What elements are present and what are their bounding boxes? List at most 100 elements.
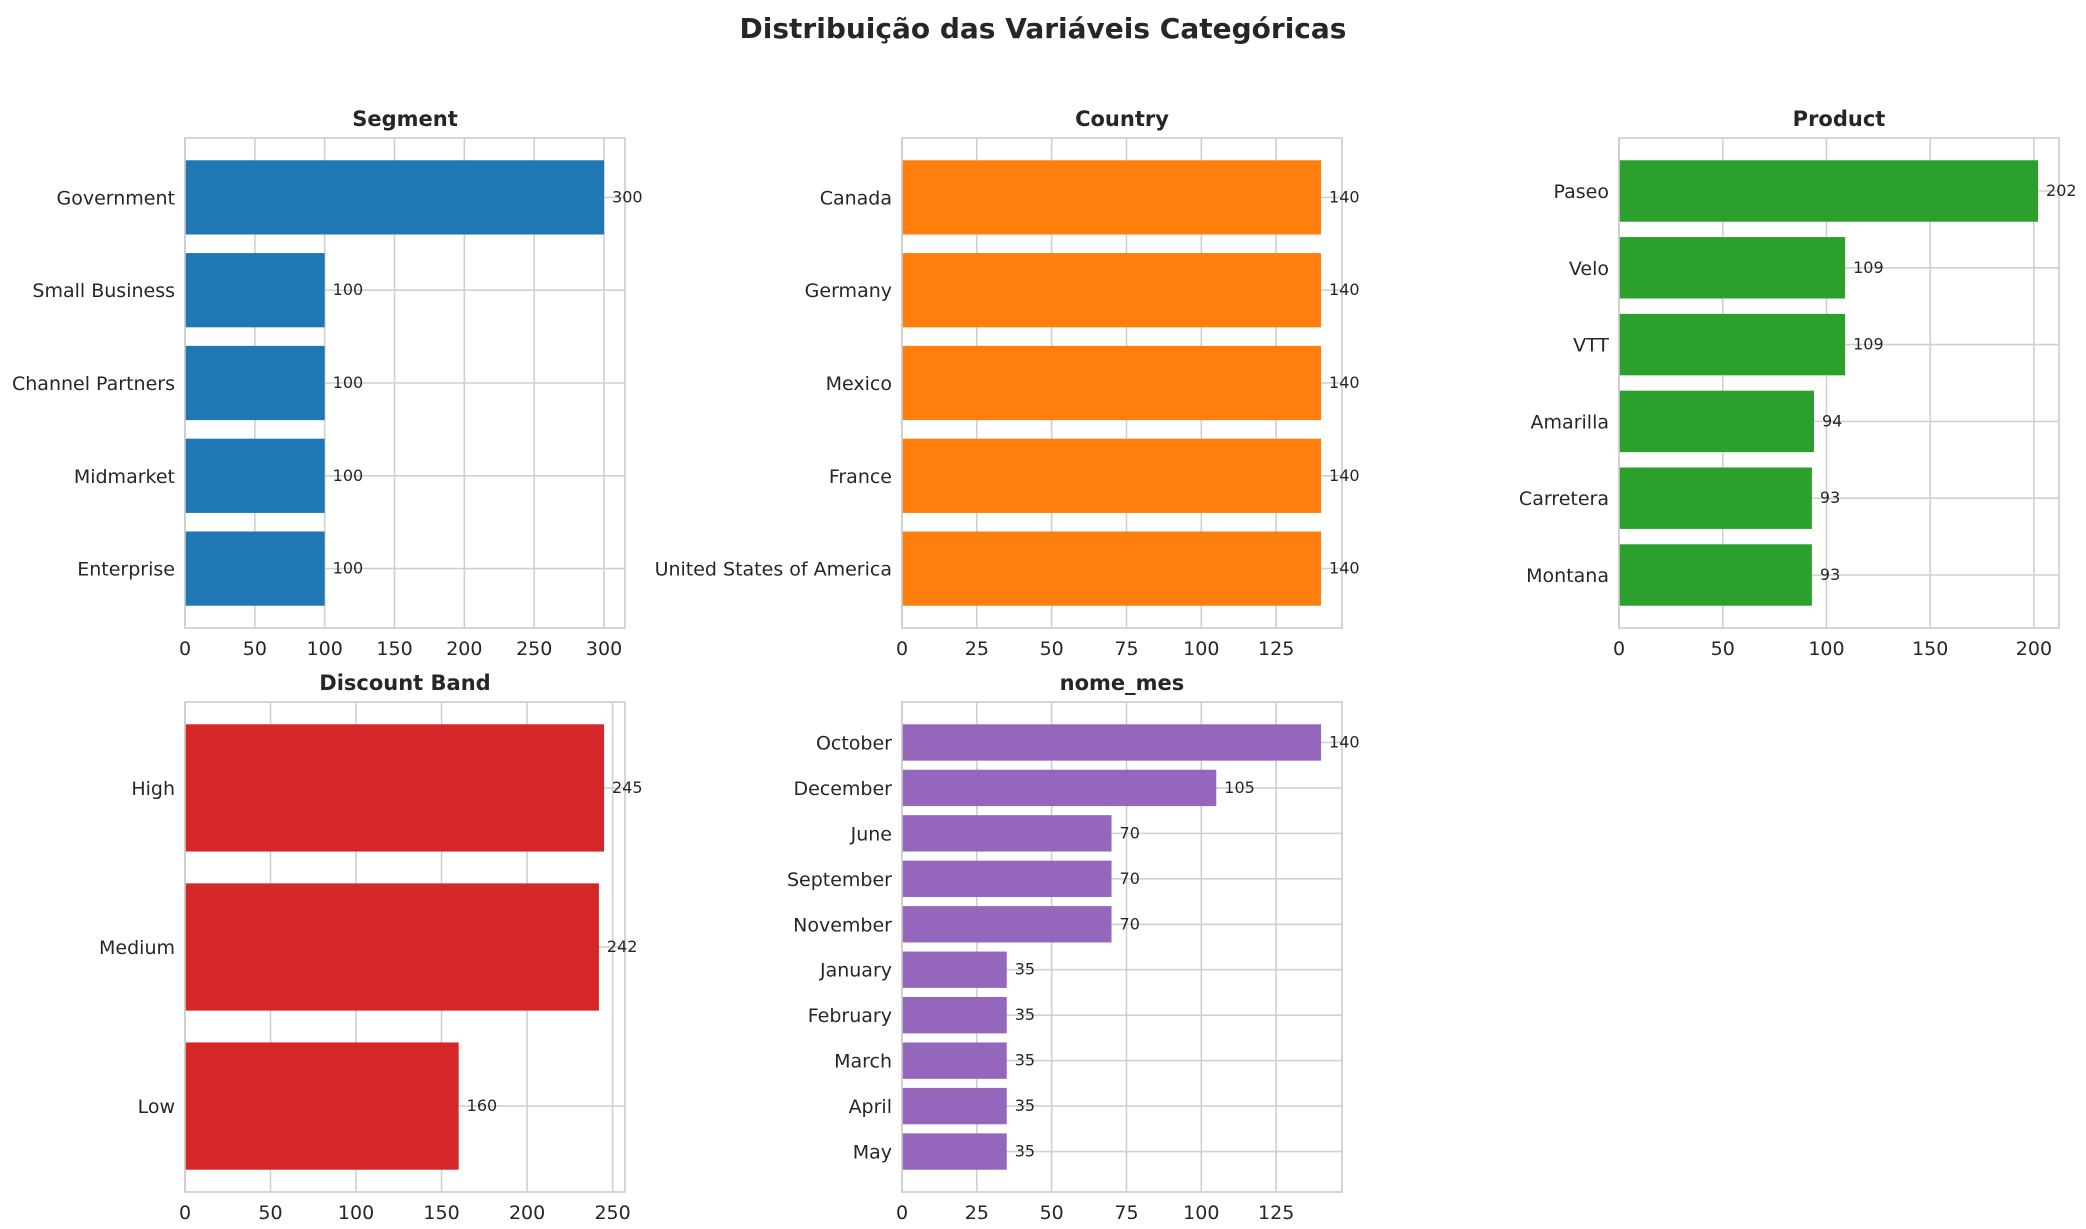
x-tick-label: 0	[896, 638, 908, 660]
y-tick-label: Mexico	[826, 373, 892, 395]
y-tick-label: November	[793, 914, 892, 936]
y-tick-label: Amarilla	[1531, 411, 1609, 433]
bar	[902, 1087, 1007, 1125]
y-tick-label: Carretera	[1519, 488, 1609, 510]
x-tick-label: 250	[516, 638, 552, 660]
bar	[902, 253, 1322, 328]
bar	[902, 997, 1007, 1034]
data-label: 100	[333, 559, 364, 578]
x-tick-label: 75	[1114, 638, 1138, 660]
bar	[185, 160, 605, 235]
y-tick-label: Canada	[820, 187, 892, 209]
chart-panel-4: High Medium Low 0 50 100 150 200 250 245 242 160 Dis…	[99, 671, 643, 1224]
chart-title: Country	[1075, 107, 1169, 131]
y-tick-label: Small Business	[32, 280, 175, 302]
x-tick-label: 0	[1613, 638, 1625, 660]
bar	[902, 345, 1322, 421]
chart-panels: Government Small Business Channel Partners…	[12, 107, 2077, 1224]
x-tick-label: 50	[243, 638, 267, 660]
y-tick-label: France	[829, 466, 892, 488]
x-tick-label: 125	[1258, 1202, 1294, 1224]
bar	[185, 883, 599, 1011]
data-label: 140	[1329, 280, 1360, 299]
y-tick-label: High	[131, 778, 175, 800]
bar	[902, 531, 1322, 606]
chart-panel-2: Canada Germany Mexico France United States o…	[655, 107, 1360, 660]
data-label: 105	[1224, 778, 1255, 797]
y-tick-label: January	[819, 960, 892, 982]
x-tick-label: 0	[179, 1202, 191, 1224]
x-tick-label: 250	[594, 1202, 630, 1224]
y-tick-label: Montana	[1526, 565, 1609, 587]
data-label: 70	[1120, 869, 1140, 888]
bar	[902, 860, 1112, 897]
y-tick-label: April	[849, 1096, 892, 1118]
y-tick-label: October	[816, 732, 892, 754]
y-tick-label: Enterprise	[77, 559, 175, 581]
axes-frame	[1618, 137, 2060, 629]
chart-title: nome_mes	[1060, 671, 1185, 695]
bar	[902, 1042, 1007, 1079]
y-tick-label: June	[850, 823, 892, 845]
x-tick-label: 125	[1258, 638, 1294, 660]
data-label: 300	[612, 187, 643, 206]
bar	[1619, 467, 1812, 529]
bar	[1619, 544, 1812, 606]
x-tick-label: 25	[965, 1202, 989, 1224]
data-label: 140	[1329, 559, 1360, 578]
bar	[185, 438, 325, 513]
data-label: 35	[1015, 960, 1035, 979]
x-tick-label: 100	[1808, 638, 1844, 660]
bar	[902, 769, 1217, 807]
y-tick-label: September	[787, 869, 892, 891]
x-tick-label: 150	[1912, 638, 1948, 660]
bar	[185, 345, 325, 421]
data-label: 140	[1329, 373, 1360, 392]
figure-title: Distribuição das Variáveis Categóricas	[740, 12, 1347, 45]
data-label: 35	[1015, 1005, 1035, 1024]
data-label: 93	[1820, 565, 1840, 584]
data-label: 94	[1822, 411, 1842, 430]
x-tick-label: 75	[1114, 1202, 1138, 1224]
data-label: 160	[467, 1096, 498, 1115]
data-label: 35	[1015, 1096, 1035, 1115]
y-tick-label: Channel Partners	[12, 373, 175, 395]
bar	[902, 815, 1112, 852]
y-tick-label: March	[834, 1051, 892, 1073]
bar	[185, 1042, 459, 1170]
chart-panel-5: October December June September November Janu…	[787, 671, 1360, 1224]
x-tick-label: 50	[1711, 638, 1735, 660]
x-tick-label: 200	[2016, 638, 2052, 660]
data-label: 35	[1015, 1142, 1035, 1161]
x-tick-label: 150	[376, 638, 412, 660]
chart-title: Product	[1793, 107, 1886, 131]
chart-panel-1: Government Small Business Channel Partners…	[12, 107, 643, 660]
y-tick-label: VTT	[1573, 335, 1609, 357]
data-label: 35	[1015, 1051, 1035, 1070]
data-label: 202	[2046, 181, 2077, 200]
bar	[185, 531, 325, 606]
chart-panel-3: Paseo Velo VTT Amarilla Carretera Montana 0 50 1…	[1519, 107, 2077, 660]
x-tick-label: 100	[1183, 1202, 1219, 1224]
data-label: 140	[1329, 466, 1360, 485]
x-tick-label: 100	[338, 1202, 374, 1224]
x-tick-label: 200	[509, 1202, 545, 1224]
data-label: 70	[1120, 914, 1140, 933]
y-tick-label: Paseo	[1554, 181, 1609, 203]
x-tick-label: 50	[1040, 1202, 1064, 1224]
x-tick-label: 100	[307, 638, 343, 660]
data-label: 100	[333, 280, 364, 299]
y-tick-label: Midmarket	[74, 466, 175, 488]
y-tick-label: United States of America	[655, 559, 892, 581]
bar	[1619, 160, 2039, 222]
bar	[902, 724, 1322, 761]
x-tick-label: 150	[423, 1202, 459, 1224]
bar	[902, 438, 1322, 513]
bar	[902, 160, 1322, 235]
data-label: 100	[333, 373, 364, 392]
x-tick-label: 200	[446, 638, 482, 660]
chart-title: Segment	[352, 107, 458, 131]
data-label: 109	[1853, 258, 1884, 277]
data-label: 245	[612, 778, 643, 797]
